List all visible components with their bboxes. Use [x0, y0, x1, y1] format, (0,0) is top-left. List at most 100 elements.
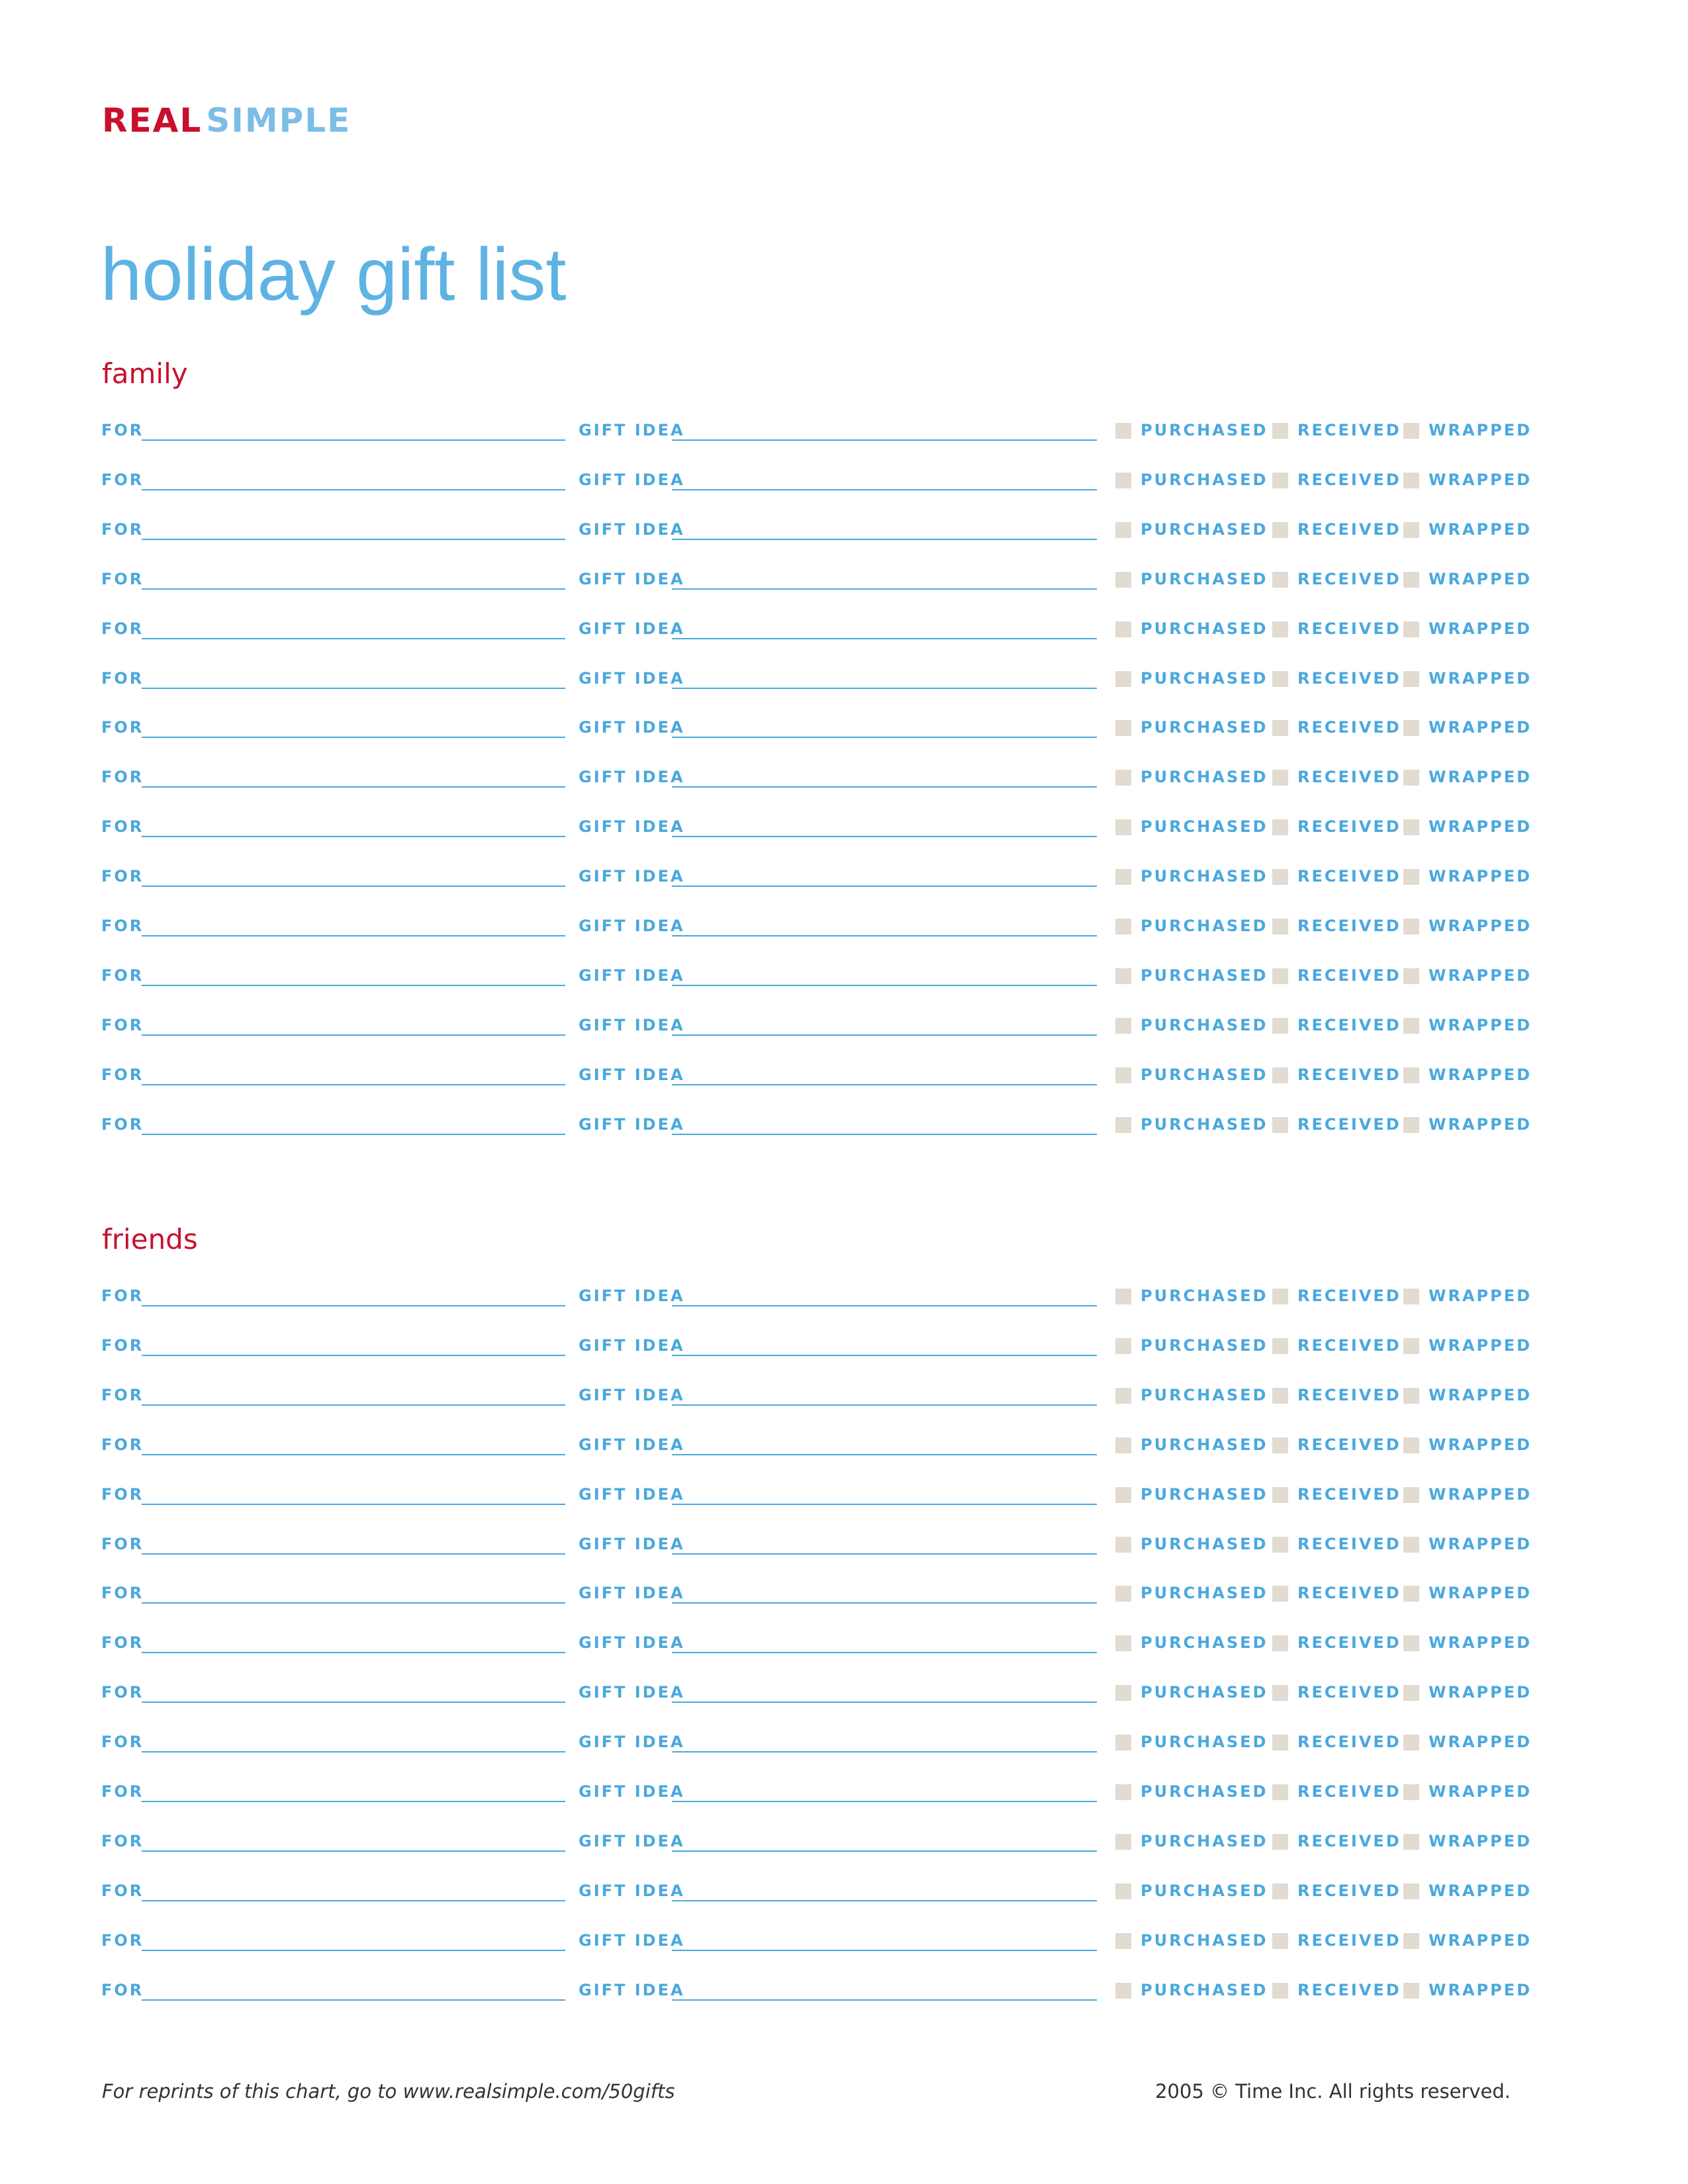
for-name-line[interactable]	[142, 737, 565, 738]
purchased-checkbox[interactable]	[1115, 572, 1131, 588]
purchased-checkbox[interactable]	[1115, 522, 1131, 538]
received-checkbox[interactable]	[1272, 1068, 1288, 1083]
received-checkbox[interactable]	[1272, 572, 1288, 588]
gift-idea-line[interactable]	[672, 439, 1097, 441]
purchased-checkbox[interactable]	[1115, 1635, 1131, 1651]
received-checkbox[interactable]	[1272, 1437, 1288, 1453]
purchased-checkbox[interactable]	[1115, 1586, 1131, 1602]
for-name-line[interactable]	[142, 1134, 565, 1135]
for-name-line[interactable]	[142, 1034, 565, 1036]
gift-idea-line[interactable]	[672, 638, 1097, 639]
received-checkbox[interactable]	[1272, 968, 1288, 984]
received-checkbox[interactable]	[1272, 1685, 1288, 1701]
wrapped-checkbox[interactable]	[1403, 869, 1419, 885]
wrapped-checkbox[interactable]	[1403, 1884, 1419, 1899]
wrapped-checkbox[interactable]	[1403, 1338, 1419, 1354]
purchased-checkbox[interactable]	[1115, 473, 1131, 488]
gift-idea-line[interactable]	[672, 1084, 1097, 1085]
received-checkbox[interactable]	[1272, 1635, 1288, 1651]
wrapped-checkbox[interactable]	[1403, 1983, 1419, 1999]
gift-idea-line[interactable]	[672, 1801, 1097, 1802]
received-checkbox[interactable]	[1272, 423, 1288, 439]
gift-idea-line[interactable]	[672, 1900, 1097, 1901]
for-name-line[interactable]	[142, 1355, 565, 1356]
gift-idea-line[interactable]	[672, 886, 1097, 887]
for-name-line[interactable]	[142, 1999, 565, 2001]
received-checkbox[interactable]	[1272, 919, 1288, 934]
for-name-line[interactable]	[142, 786, 565, 788]
gift-idea-line[interactable]	[672, 1404, 1097, 1406]
gift-idea-line[interactable]	[672, 1702, 1097, 1703]
for-name-line[interactable]	[142, 985, 565, 986]
wrapped-checkbox[interactable]	[1403, 1834, 1419, 1850]
wrapped-checkbox[interactable]	[1403, 1018, 1419, 1034]
for-name-line[interactable]	[142, 1850, 565, 1852]
for-name-line[interactable]	[142, 1652, 565, 1653]
received-checkbox[interactable]	[1272, 1784, 1288, 1800]
gift-idea-line[interactable]	[672, 1355, 1097, 1356]
for-name-line[interactable]	[142, 588, 565, 590]
gift-idea-line[interactable]	[672, 786, 1097, 788]
received-checkbox[interactable]	[1272, 1933, 1288, 1949]
wrapped-checkbox[interactable]	[1403, 1487, 1419, 1503]
for-name-line[interactable]	[142, 688, 565, 689]
wrapped-checkbox[interactable]	[1403, 423, 1419, 439]
received-checkbox[interactable]	[1272, 1487, 1288, 1503]
received-checkbox[interactable]	[1272, 770, 1288, 786]
gift-idea-line[interactable]	[672, 1553, 1097, 1555]
for-name-line[interactable]	[142, 1504, 565, 1505]
wrapped-checkbox[interactable]	[1403, 968, 1419, 984]
for-name-line[interactable]	[142, 1553, 565, 1555]
wrapped-checkbox[interactable]	[1403, 1537, 1419, 1553]
for-name-line[interactable]	[142, 1950, 565, 1951]
gift-idea-line[interactable]	[672, 836, 1097, 837]
received-checkbox[interactable]	[1272, 621, 1288, 637]
gift-idea-line[interactable]	[672, 1602, 1097, 1604]
gift-idea-line[interactable]	[672, 1751, 1097, 1752]
wrapped-checkbox[interactable]	[1403, 572, 1419, 588]
wrapped-checkbox[interactable]	[1403, 1068, 1419, 1083]
purchased-checkbox[interactable]	[1115, 1884, 1131, 1899]
gift-idea-line[interactable]	[672, 1134, 1097, 1135]
for-name-line[interactable]	[142, 1801, 565, 1802]
purchased-checkbox[interactable]	[1115, 1388, 1131, 1404]
wrapped-checkbox[interactable]	[1403, 919, 1419, 934]
gift-idea-line[interactable]	[672, 539, 1097, 540]
wrapped-checkbox[interactable]	[1403, 473, 1419, 488]
purchased-checkbox[interactable]	[1115, 1784, 1131, 1800]
gift-idea-line[interactable]	[672, 985, 1097, 986]
received-checkbox[interactable]	[1272, 1537, 1288, 1553]
wrapped-checkbox[interactable]	[1403, 1685, 1419, 1701]
received-checkbox[interactable]	[1272, 1586, 1288, 1602]
received-checkbox[interactable]	[1272, 720, 1288, 736]
for-name-line[interactable]	[142, 935, 565, 936]
gift-idea-line[interactable]	[672, 1305, 1097, 1306]
purchased-checkbox[interactable]	[1115, 1933, 1131, 1949]
gift-idea-line[interactable]	[672, 1999, 1097, 2001]
for-name-line[interactable]	[142, 1404, 565, 1406]
purchased-checkbox[interactable]	[1115, 1735, 1131, 1751]
wrapped-checkbox[interactable]	[1403, 1289, 1419, 1304]
received-checkbox[interactable]	[1272, 1289, 1288, 1304]
received-checkbox[interactable]	[1272, 869, 1288, 885]
wrapped-checkbox[interactable]	[1403, 621, 1419, 637]
for-name-line[interactable]	[142, 1702, 565, 1703]
for-name-line[interactable]	[142, 539, 565, 540]
for-name-line[interactable]	[142, 886, 565, 887]
purchased-checkbox[interactable]	[1115, 720, 1131, 736]
purchased-checkbox[interactable]	[1115, 1437, 1131, 1453]
purchased-checkbox[interactable]	[1115, 1685, 1131, 1701]
gift-idea-line[interactable]	[672, 489, 1097, 490]
for-name-line[interactable]	[142, 1305, 565, 1306]
gift-idea-line[interactable]	[672, 1850, 1097, 1852]
wrapped-checkbox[interactable]	[1403, 720, 1419, 736]
gift-idea-line[interactable]	[672, 935, 1097, 936]
wrapped-checkbox[interactable]	[1403, 1586, 1419, 1602]
purchased-checkbox[interactable]	[1115, 1018, 1131, 1034]
wrapped-checkbox[interactable]	[1403, 1635, 1419, 1651]
wrapped-checkbox[interactable]	[1403, 1933, 1419, 1949]
received-checkbox[interactable]	[1272, 522, 1288, 538]
for-name-line[interactable]	[142, 1751, 565, 1752]
purchased-checkbox[interactable]	[1115, 423, 1131, 439]
wrapped-checkbox[interactable]	[1403, 1437, 1419, 1453]
